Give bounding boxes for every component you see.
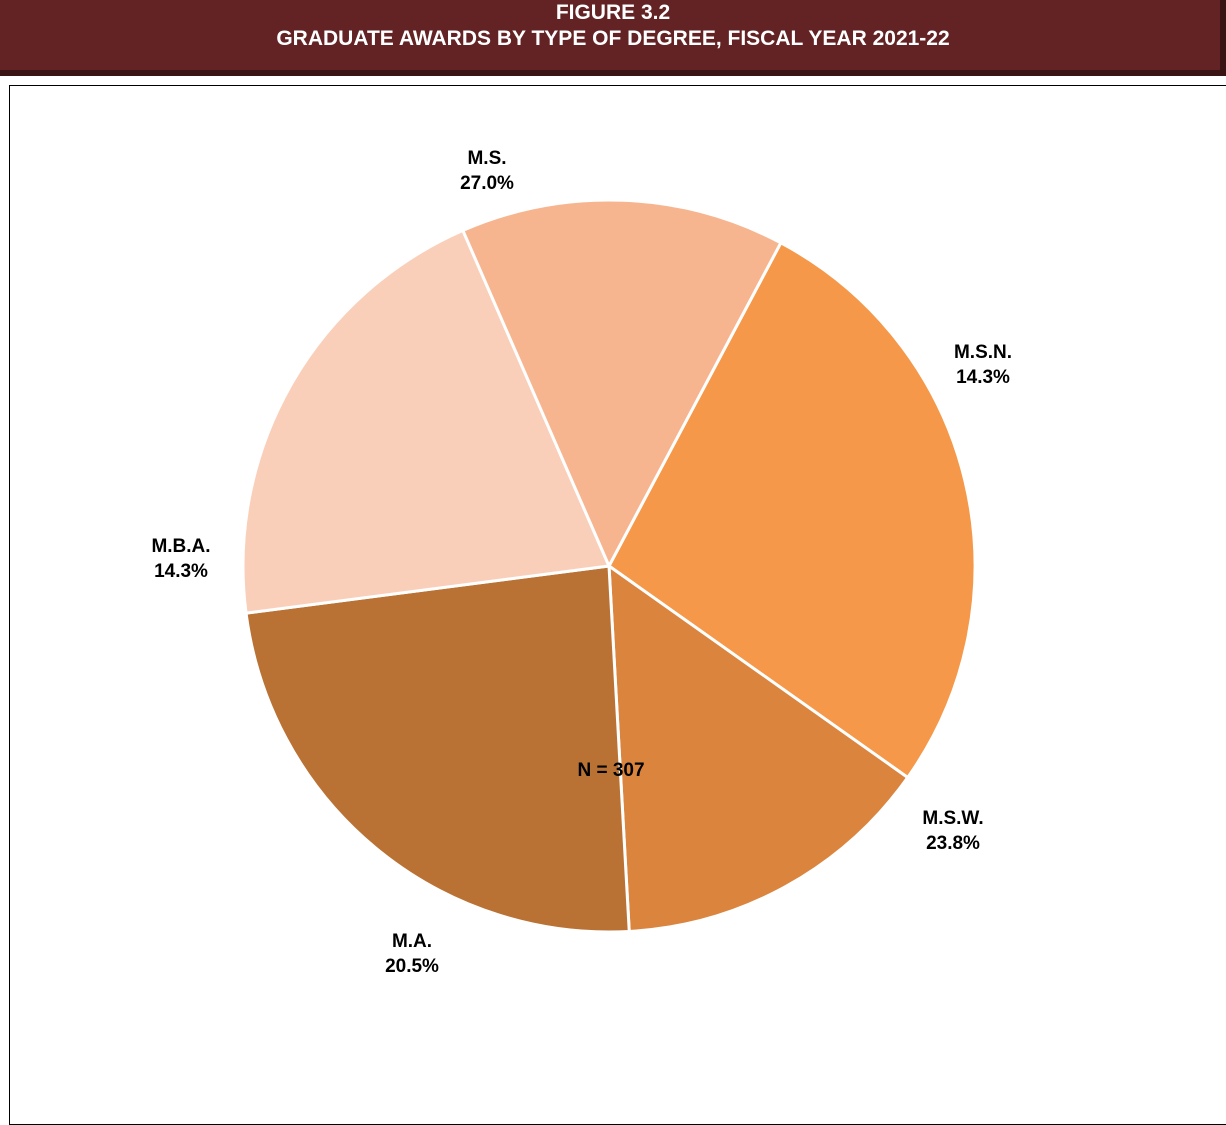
slice-label-ma: M.A. bbox=[392, 931, 432, 952]
pie-slice-msn bbox=[607, 564, 910, 933]
slice-label-ms: M.S. bbox=[467, 148, 506, 169]
pie-slice-ma bbox=[241, 228, 611, 615]
slice-value-ma: 20.5% bbox=[385, 956, 439, 977]
slice-label-msn: M.S.N. bbox=[954, 342, 1012, 363]
slice-value-mba: 14.3% bbox=[154, 561, 208, 582]
slice-value-msw: 23.8% bbox=[926, 833, 980, 854]
slice-label-msw: M.S.W. bbox=[922, 808, 983, 829]
figure-header: FIGURE 3.2 GRADUATE AWARDS BY TYPE OF DE… bbox=[0, 0, 1226, 76]
sample-size-note: N = 307 bbox=[577, 760, 644, 781]
slice-value-ms: 27.0% bbox=[460, 173, 514, 194]
figure-label: FIGURE 3.2 bbox=[555, 1, 671, 24]
pie-slice-ms bbox=[607, 241, 977, 779]
slice-label-mba: M.B.A. bbox=[151, 536, 210, 557]
pie-slice-mba bbox=[461, 198, 783, 568]
figure-title: GRADUATE AWARDS BY TYPE OF DEGREE, FISCA… bbox=[276, 27, 950, 50]
pie-slice-msw bbox=[244, 564, 631, 934]
pie-labels: M.S. 27.0% M.S.N. 14.3% M.S.W. 23.8% M.A. 20.5%… bbox=[151, 148, 1012, 977]
slice-value-msn: 14.3% bbox=[956, 367, 1010, 388]
pie-slices bbox=[241, 198, 977, 934]
